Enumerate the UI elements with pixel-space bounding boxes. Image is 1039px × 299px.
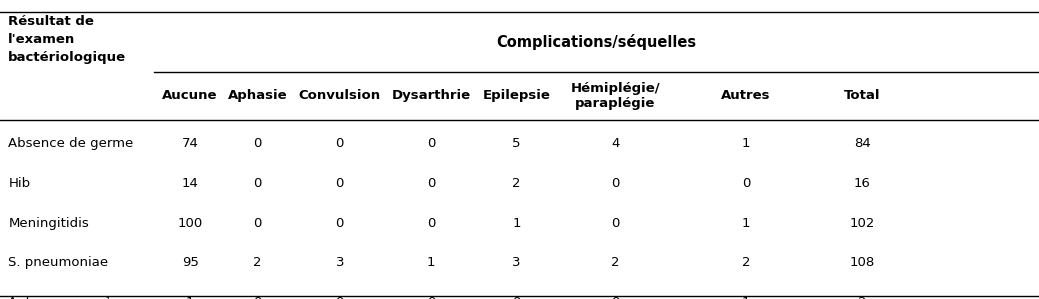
Text: 0: 0 <box>427 137 435 150</box>
Text: 100: 100 <box>178 216 203 230</box>
Text: 84: 84 <box>854 137 871 150</box>
Text: 102: 102 <box>850 216 875 230</box>
Text: 2: 2 <box>858 296 867 299</box>
Text: 5: 5 <box>512 137 521 150</box>
Text: 0: 0 <box>336 137 344 150</box>
Text: Autres germes¹: Autres germes¹ <box>8 296 111 299</box>
Text: 0: 0 <box>336 216 344 230</box>
Text: 2: 2 <box>254 256 262 269</box>
Text: 2: 2 <box>512 177 521 190</box>
Text: 3: 3 <box>336 256 344 269</box>
Text: Hémiplégie/
paraplégie: Hémiplégie/ paraplégie <box>570 82 660 110</box>
Text: 0: 0 <box>427 216 435 230</box>
Text: Autres: Autres <box>721 89 771 102</box>
Text: 3: 3 <box>512 256 521 269</box>
Text: Aphasie: Aphasie <box>228 89 288 102</box>
Text: 1: 1 <box>427 256 435 269</box>
Text: 0: 0 <box>611 177 619 190</box>
Text: Meningitidis: Meningitidis <box>8 216 89 230</box>
Text: 1: 1 <box>186 296 194 299</box>
Text: 95: 95 <box>182 256 198 269</box>
Text: 1: 1 <box>742 216 750 230</box>
Text: 0: 0 <box>611 216 619 230</box>
Text: 2: 2 <box>611 256 619 269</box>
Text: 108: 108 <box>850 256 875 269</box>
Text: Complications/séquelles: Complications/séquelles <box>497 34 696 50</box>
Text: S. pneumoniae: S. pneumoniae <box>8 256 108 269</box>
Text: 0: 0 <box>427 296 435 299</box>
Text: 74: 74 <box>182 137 198 150</box>
Text: 0: 0 <box>336 177 344 190</box>
Text: 2: 2 <box>742 256 750 269</box>
Text: 1: 1 <box>742 137 750 150</box>
Text: 4: 4 <box>611 137 619 150</box>
Text: Hib: Hib <box>8 177 30 190</box>
Text: 0: 0 <box>611 296 619 299</box>
Text: 0: 0 <box>742 177 750 190</box>
Text: Dysarthrie: Dysarthrie <box>392 89 471 102</box>
Text: Convulsion: Convulsion <box>298 89 381 102</box>
Text: 0: 0 <box>254 177 262 190</box>
Text: 0: 0 <box>254 137 262 150</box>
Text: Epilepsie: Epilepsie <box>482 89 551 102</box>
Text: Total: Total <box>844 89 881 102</box>
Text: 1: 1 <box>512 216 521 230</box>
Text: 0: 0 <box>427 177 435 190</box>
Text: 0: 0 <box>336 296 344 299</box>
Text: 0: 0 <box>254 216 262 230</box>
Text: 16: 16 <box>854 177 871 190</box>
Text: 0: 0 <box>254 296 262 299</box>
Text: 0: 0 <box>512 296 521 299</box>
Text: Absence de germe: Absence de germe <box>8 137 134 150</box>
Text: 1: 1 <box>742 296 750 299</box>
Text: Aucune: Aucune <box>162 89 218 102</box>
Text: Résultat de
l'examen
bactériologique: Résultat de l'examen bactériologique <box>8 15 127 64</box>
Text: 14: 14 <box>182 177 198 190</box>
